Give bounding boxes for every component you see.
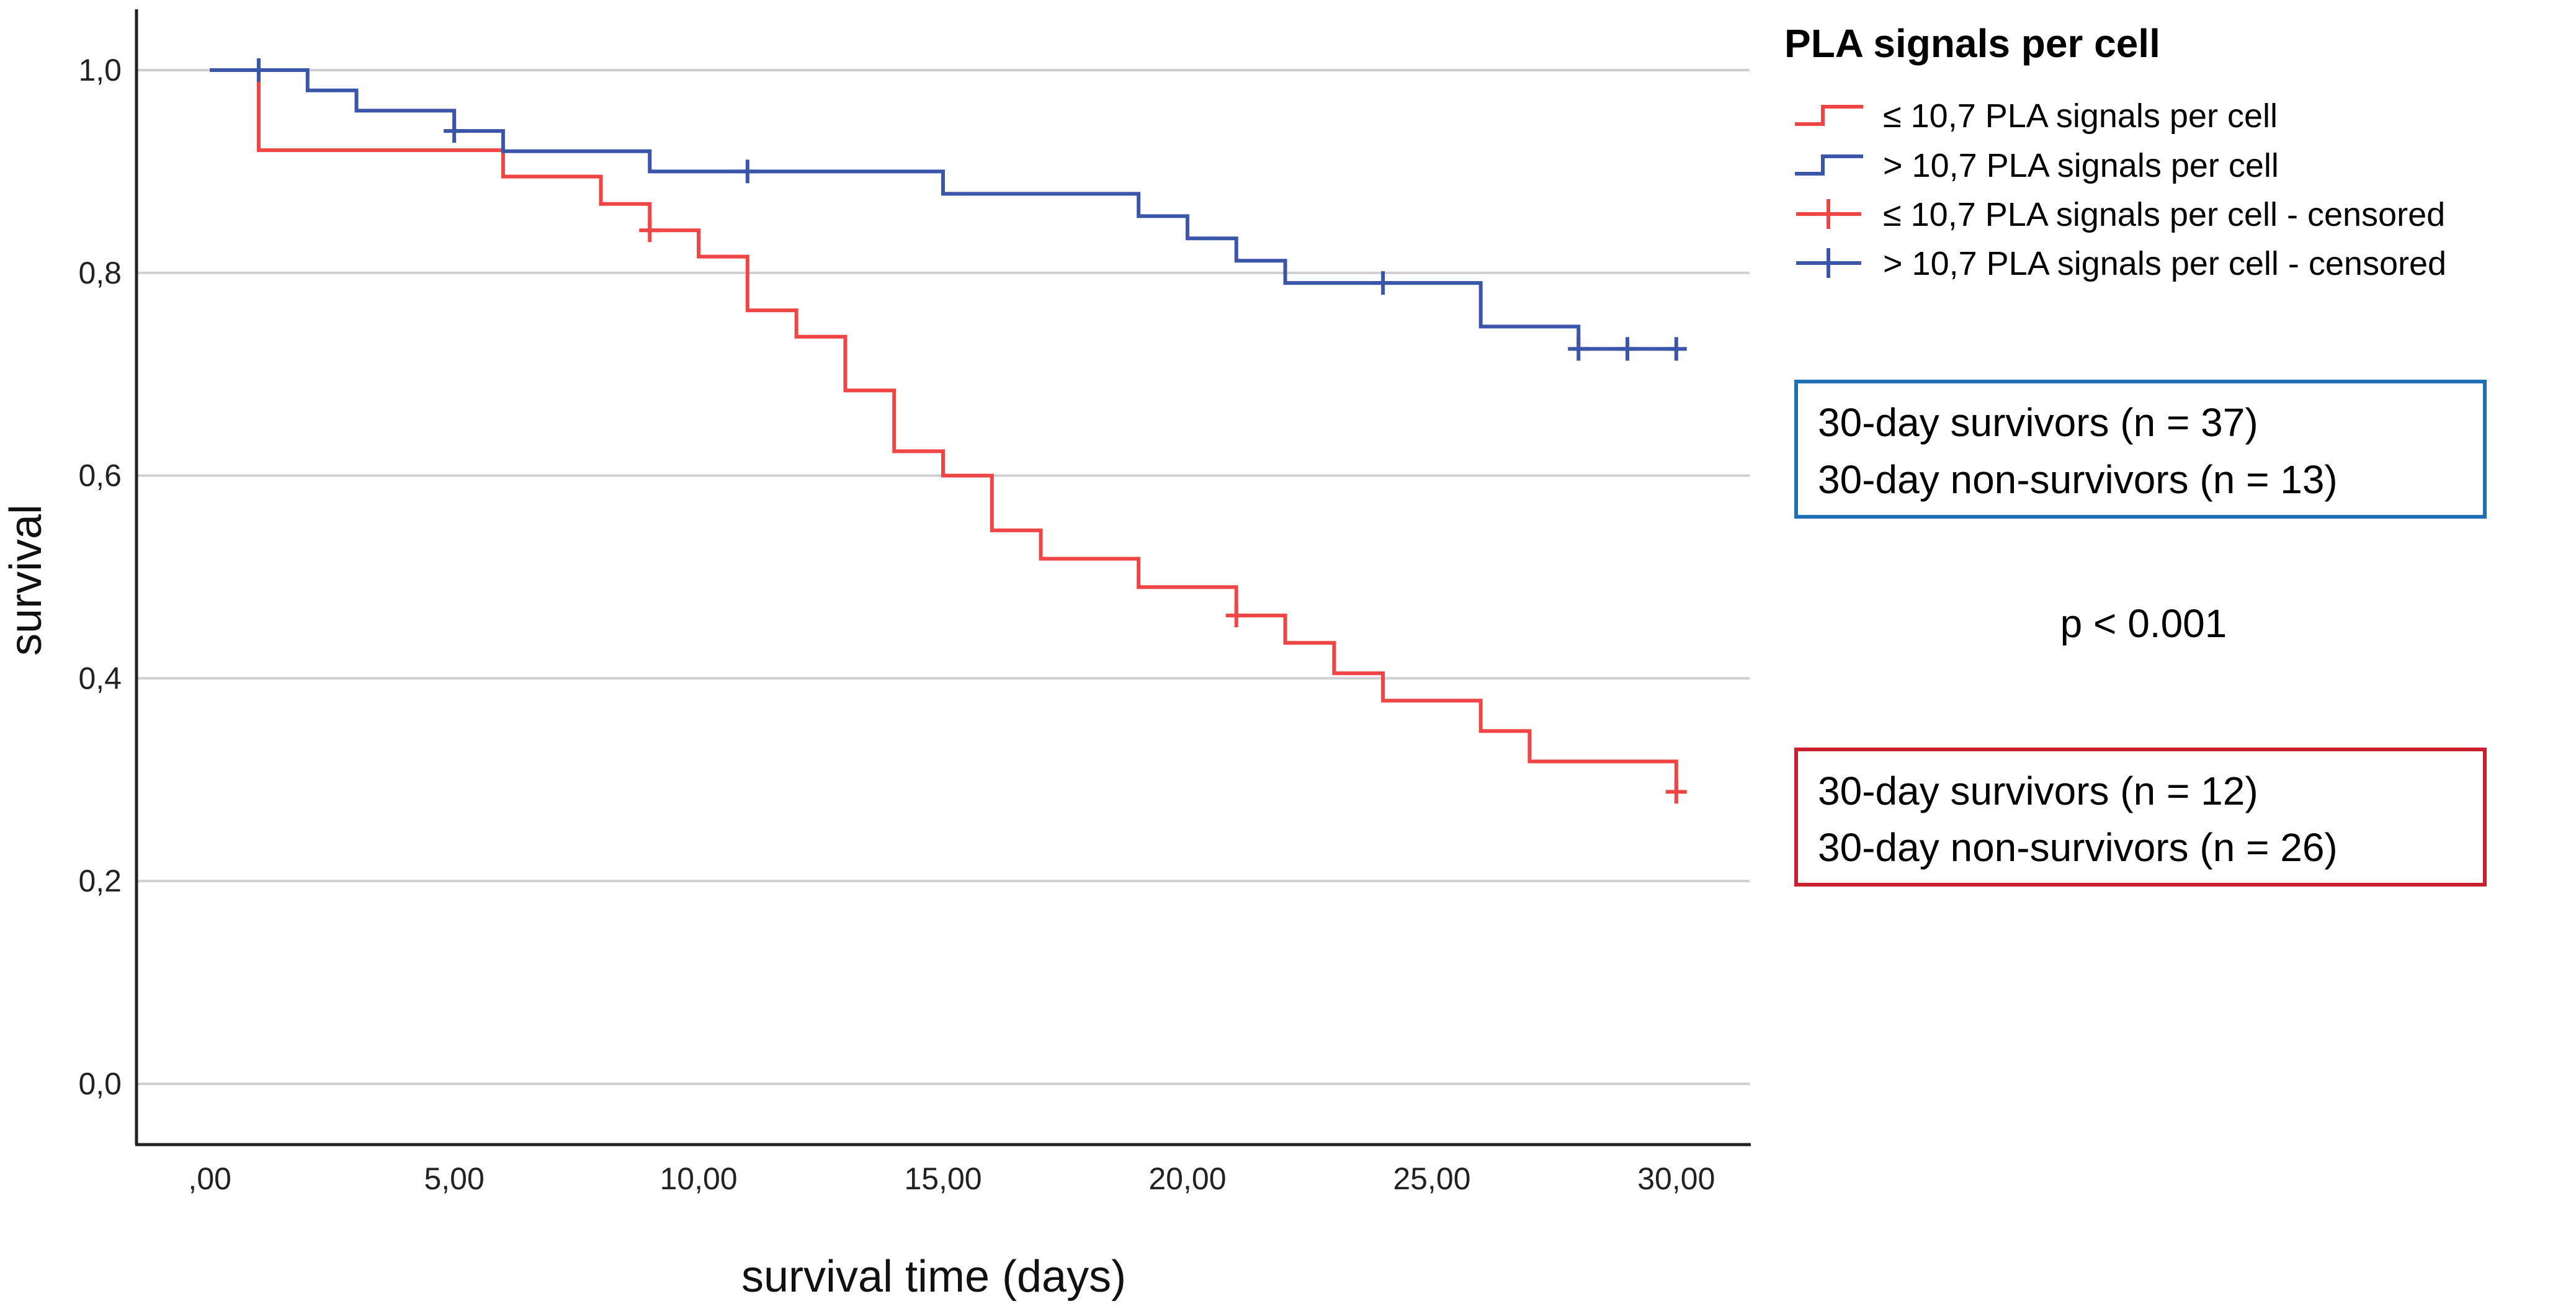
low-group-nonsurvivors-text: 30-day non-survivors (n = 26) bbox=[1818, 825, 2338, 870]
low-group-box bbox=[1794, 748, 2487, 887]
legend-item: ≤ 10,7 PLA signals per cell bbox=[1795, 97, 2278, 135]
annotations: 30-day survivors (n = 37) 30-day non-sur… bbox=[1794, 380, 2487, 887]
legend-items: ≤ 10,7 PLA signals per cell > 10,7 PLA si… bbox=[1795, 97, 2446, 282]
x-tick-label: 30,00 bbox=[1637, 1161, 1715, 1196]
censor-mark bbox=[639, 218, 661, 243]
y-tick-label: 0,0 bbox=[78, 1066, 122, 1101]
legend-label: > 10,7 PLA signals per cell - censored bbox=[1883, 245, 2446, 282]
axes bbox=[135, 9, 1751, 1146]
x-tick-label: 5,00 bbox=[424, 1161, 484, 1196]
censor-mark bbox=[444, 119, 465, 143]
legend-line-swatch bbox=[1795, 105, 1863, 126]
y-tick-label: 0,8 bbox=[78, 256, 122, 290]
x-axis-title: survival time (days) bbox=[741, 1252, 1126, 1302]
survival-curves bbox=[210, 58, 1687, 804]
censor-mark bbox=[736, 159, 758, 184]
y-tick-label: 0,4 bbox=[78, 661, 122, 695]
high-group-nonsurvivors-text: 30-day non-survivors (n = 13) bbox=[1818, 457, 2338, 502]
y-tick-labels: 0,0 0,2 0,4 0,6 0,8 1,0 bbox=[78, 53, 122, 1101]
legend-title: PLA signals per cell bbox=[1784, 21, 2160, 66]
legend: PLA signals per cell ≤ 10,7 PLA signals … bbox=[1784, 21, 2446, 282]
high-group-survivors-text: 30-day survivors (n = 37) bbox=[1818, 400, 2258, 445]
p-value-text: p < 0.001 bbox=[2060, 601, 2227, 646]
censor-mark bbox=[1665, 780, 1687, 804]
series-low bbox=[210, 68, 1687, 804]
censor-mark bbox=[1568, 337, 1590, 361]
x-tick-label: 25,00 bbox=[1393, 1161, 1470, 1196]
high-group-box bbox=[1794, 380, 2487, 519]
y-axis-title: survival bbox=[1, 504, 51, 656]
legend-line-swatch bbox=[1795, 154, 1863, 176]
censor-mark bbox=[1617, 337, 1639, 361]
censor-mark bbox=[1225, 604, 1247, 628]
legend-label: ≤ 10,7 PLA signals per cell bbox=[1883, 97, 2278, 135]
x-tick-label: 10,00 bbox=[660, 1161, 737, 1196]
legend-censor-swatch bbox=[1796, 248, 1861, 278]
survival-line bbox=[210, 68, 1676, 351]
censor-mark bbox=[1372, 271, 1394, 295]
legend-censor-swatch bbox=[1796, 199, 1861, 229]
legend-item: > 10,7 PLA signals per cell bbox=[1795, 147, 2279, 184]
legend-item: > 10,7 PLA signals per cell - censored bbox=[1796, 245, 2446, 282]
x-tick-label: ,00 bbox=[188, 1161, 231, 1196]
gridlines bbox=[136, 69, 1750, 1085]
legend-label: > 10,7 PLA signals per cell bbox=[1883, 147, 2279, 184]
low-group-survivors-text: 30-day survivors (n = 12) bbox=[1818, 769, 2258, 813]
y-tick-label: 1,0 bbox=[78, 53, 122, 87]
x-tick-label: 15,00 bbox=[904, 1161, 982, 1196]
x-tick-labels: ,00 5,00 10,00 15,00 20,00 25,00 30,00 bbox=[188, 1161, 1715, 1196]
legend-item: ≤ 10,7 PLA signals per cell - censored bbox=[1796, 196, 2445, 233]
y-tick-label: 0,6 bbox=[78, 458, 122, 493]
censor-mark bbox=[1665, 337, 1687, 361]
x-tick-label: 20,00 bbox=[1148, 1161, 1226, 1196]
censor-mark bbox=[248, 58, 269, 83]
survival-line bbox=[210, 68, 1678, 792]
y-tick-label: 0,2 bbox=[78, 864, 122, 898]
series-high bbox=[210, 58, 1687, 361]
legend-label: ≤ 10,7 PLA signals per cell - censored bbox=[1883, 196, 2445, 233]
